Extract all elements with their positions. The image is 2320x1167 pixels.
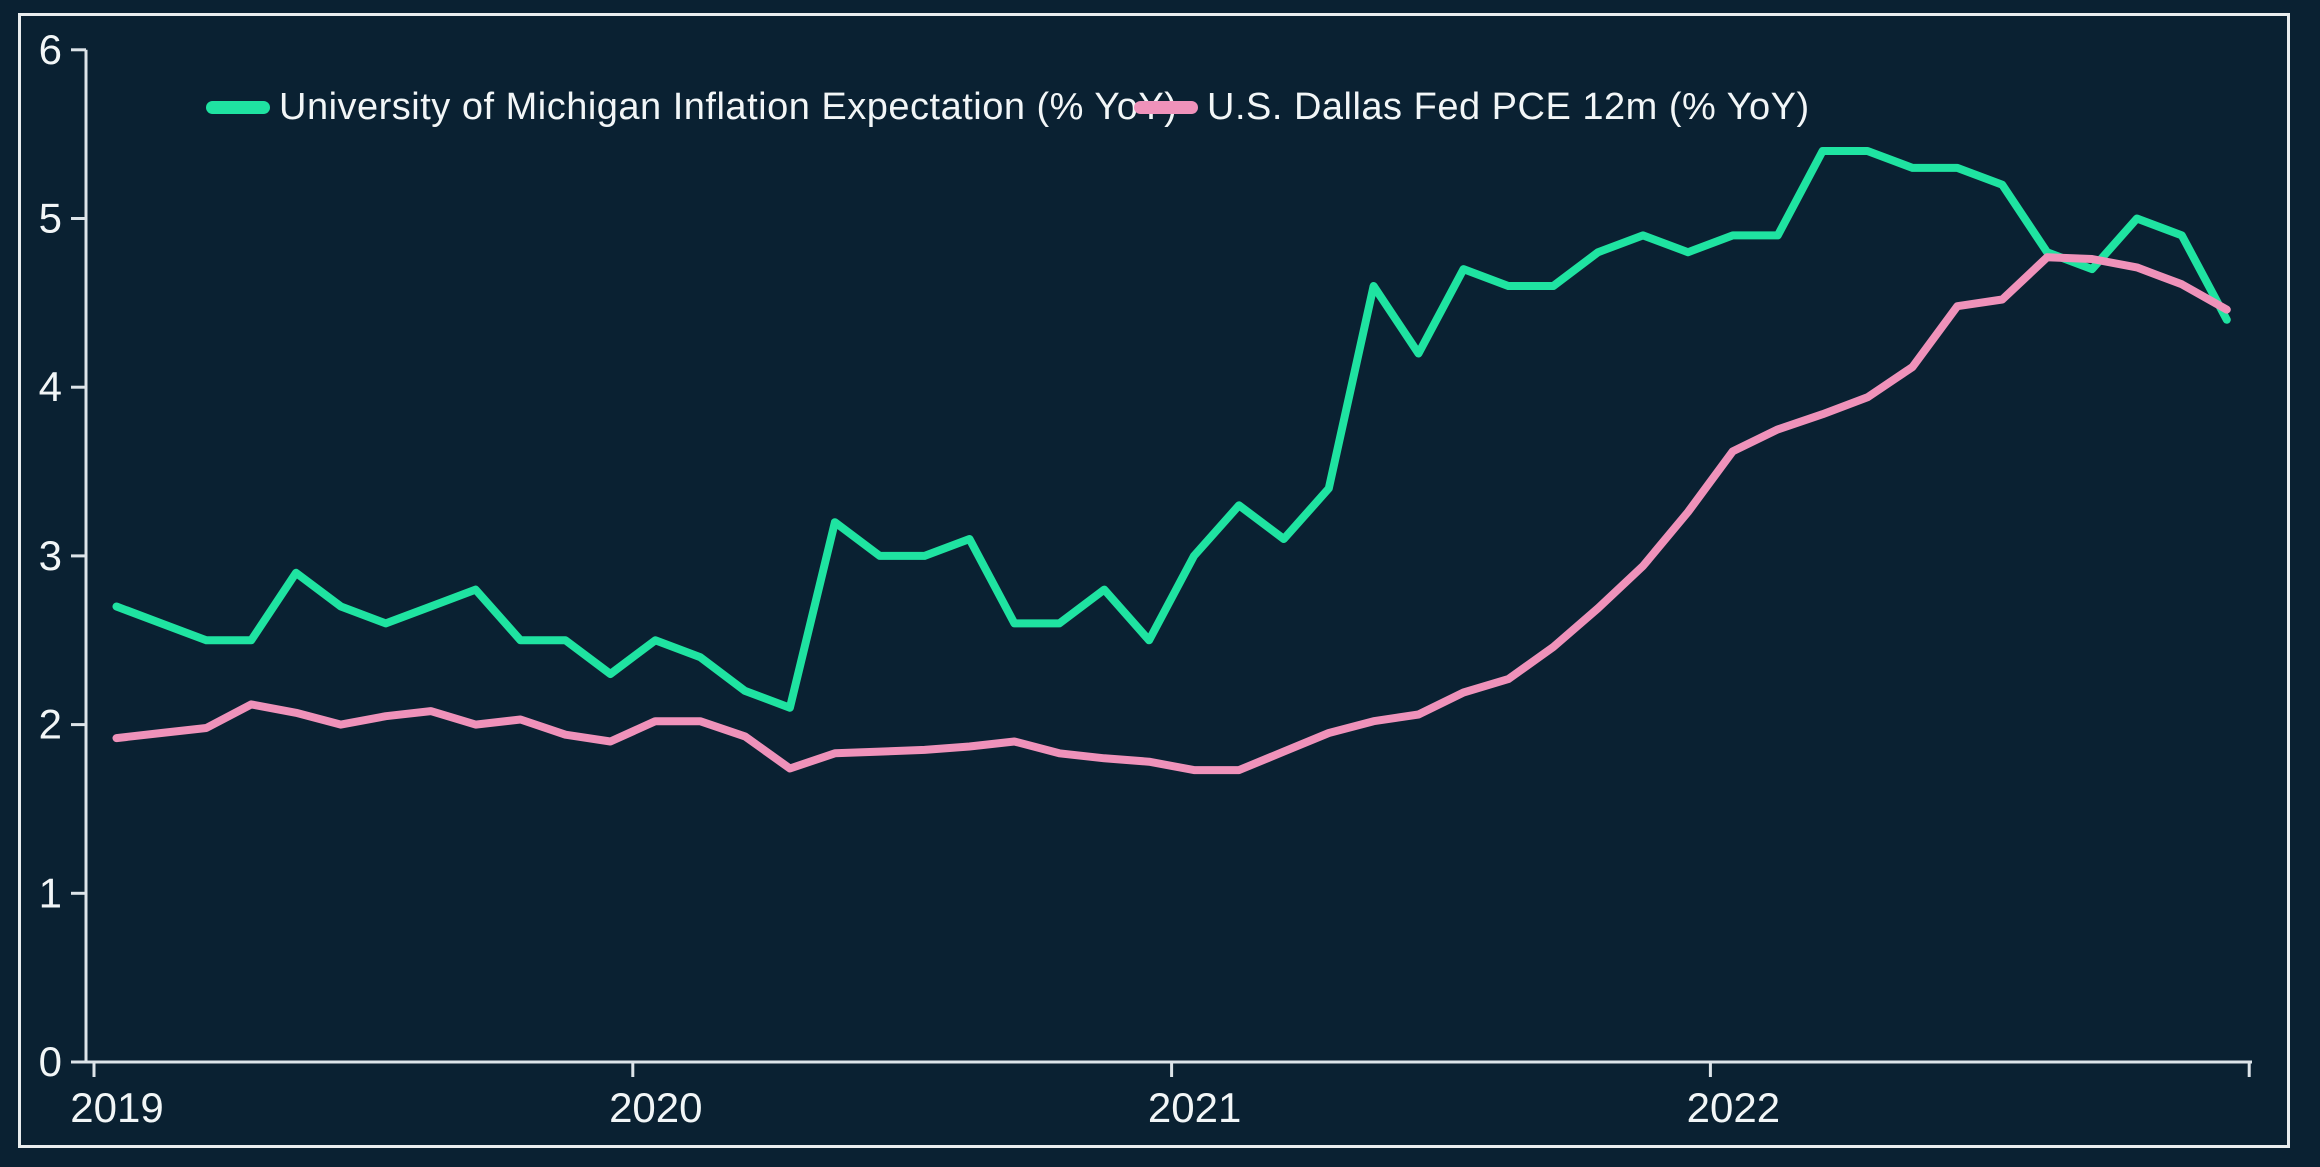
legend-label-umich: University of Michigan Inflation Expecta… [279, 86, 1178, 128]
legend: University of Michigan Inflation Expecta… [0, 84, 2320, 130]
x-axis: 2019 2020 2021 2022 [70, 1060, 2252, 1131]
y-axis: 0 1 2 3 4 5 6 [39, 26, 88, 1085]
svg-text:3: 3 [39, 532, 62, 579]
legend-swatch-umich [206, 100, 270, 114]
series-lines [112, 147, 2231, 775]
svg-text:2019: 2019 [70, 1084, 163, 1131]
legend-swatch-dallas-fed [1134, 100, 1198, 114]
svg-text:1: 1 [39, 869, 62, 916]
svg-text:6: 6 [39, 26, 62, 73]
svg-text:2020: 2020 [609, 1084, 702, 1131]
svg-text:2021: 2021 [1148, 1084, 1241, 1131]
svg-text:0: 0 [39, 1038, 62, 1085]
series-line-1 [112, 253, 2231, 775]
legend-label-dallas-fed: U.S. Dallas Fed PCE 12m (% YoY) [1207, 86, 1810, 128]
svg-text:2022: 2022 [1687, 1084, 1780, 1131]
series-line-0 [112, 147, 2231, 712]
svg-text:4: 4 [39, 363, 62, 410]
legend-item-dallas-fed: U.S. Dallas Fed PCE 12m (% YoY) [1134, 84, 1810, 130]
legend-item-umich: University of Michigan Inflation Expecta… [206, 84, 1177, 130]
svg-text:5: 5 [39, 195, 62, 242]
svg-text:2: 2 [39, 701, 62, 748]
